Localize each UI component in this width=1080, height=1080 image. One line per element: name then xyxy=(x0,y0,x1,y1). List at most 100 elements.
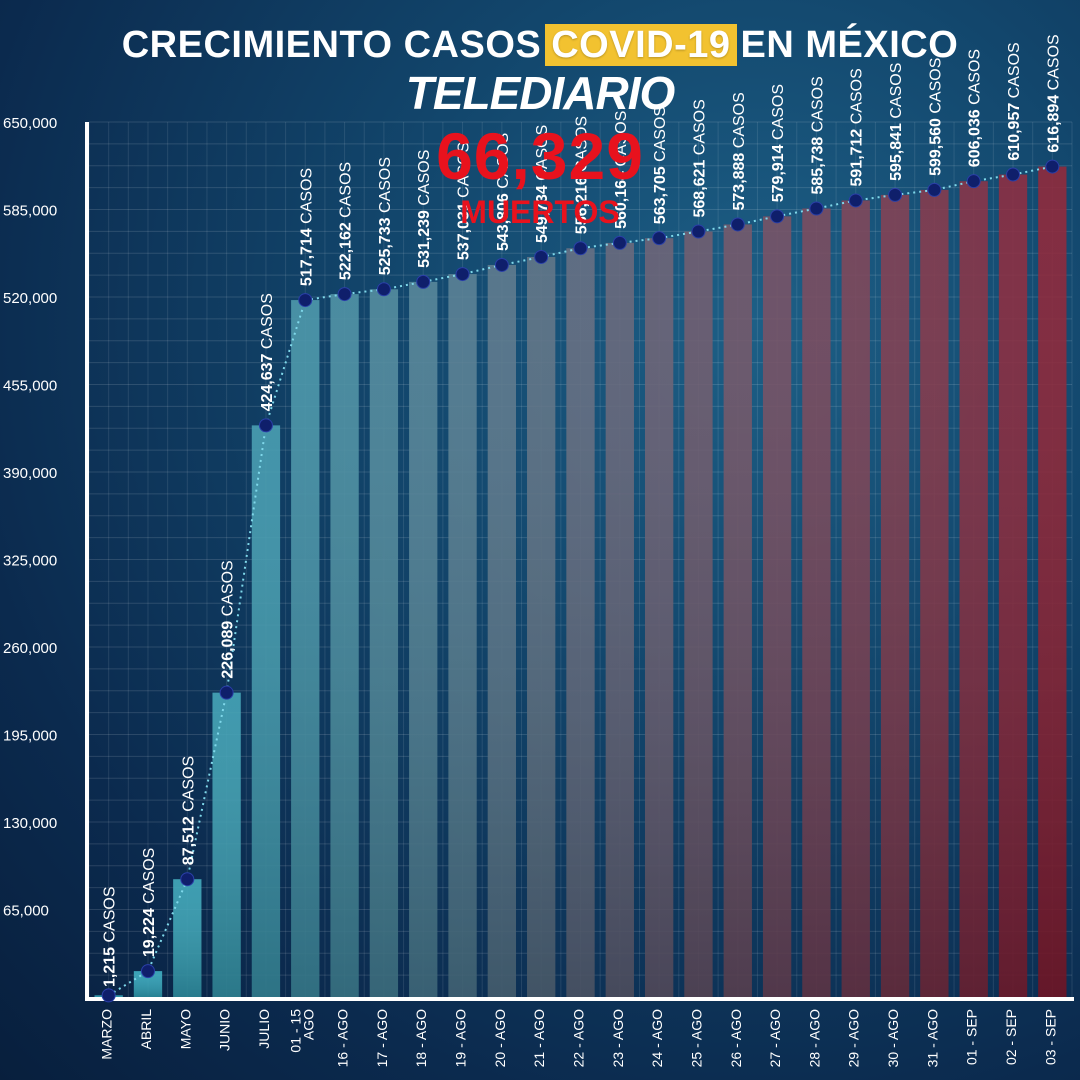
data-point xyxy=(376,282,391,297)
x-tick-label: 21 - AGO xyxy=(531,1009,547,1067)
bar-shade xyxy=(723,224,752,997)
value-label: 610,957 CASOS xyxy=(1006,42,1023,160)
title-part-1: CRECIMIENTO CASOS xyxy=(121,24,542,66)
data-point xyxy=(298,293,313,308)
bar-shade xyxy=(605,242,634,997)
bar-shade xyxy=(802,208,831,998)
data-point xyxy=(494,257,509,272)
data-point xyxy=(1045,159,1060,174)
value-label: 563,705 CASOS xyxy=(652,106,669,224)
value-label: 591,712 CASOS xyxy=(849,68,866,186)
value-label: 19,224 CASOS xyxy=(141,848,158,957)
x-tick-label: JUNIO xyxy=(217,1009,233,1051)
y-tick-label: 650,000 xyxy=(3,115,57,132)
data-point xyxy=(809,201,824,216)
x-tick-label: 16 - AGO xyxy=(335,1009,351,1067)
x-tick-label: JULIO xyxy=(256,1009,272,1049)
y-tick-label: 130,000 xyxy=(3,815,57,832)
value-label: 606,036 CASOS xyxy=(967,49,984,167)
x-tick-label: 28 - AGO xyxy=(806,1009,822,1067)
bar-shade xyxy=(291,300,320,998)
value-label: 616,894 CASOS xyxy=(1045,34,1062,152)
data-point xyxy=(101,988,116,1003)
y-tick-label: 260,000 xyxy=(3,640,57,657)
value-label: 531,239 CASOS xyxy=(416,150,433,268)
deaths-value: 66,329 xyxy=(436,119,644,193)
data-point xyxy=(888,187,903,202)
title-part-2: EN MÉXICO xyxy=(740,24,959,66)
bar-shade xyxy=(998,174,1028,998)
y-tick-label: 195,000 xyxy=(3,728,57,745)
x-tick-label: 01 - SEP xyxy=(964,1009,980,1065)
data-point xyxy=(573,241,588,256)
brand-logo: TELEDIARIO xyxy=(405,67,676,119)
x-tick-label: 03 - SEP xyxy=(1042,1009,1058,1065)
x-tick-label: 23 - AGO xyxy=(610,1009,626,1067)
value-label: 549,734 CASOS xyxy=(534,125,551,243)
value-label: 585,738 CASOS xyxy=(809,76,826,194)
x-tick-label: 31 - AGO xyxy=(924,1009,940,1067)
y-tick-label: 325,000 xyxy=(3,553,57,570)
data-point xyxy=(534,249,549,264)
bar-shade xyxy=(841,200,870,998)
bar-shade xyxy=(566,248,595,998)
data-point xyxy=(652,231,667,246)
bar-shade xyxy=(251,425,281,997)
value-label: 226,089 CASOS xyxy=(220,560,237,678)
data-point xyxy=(258,418,273,433)
x-tick-label: 19 - AGO xyxy=(453,1009,469,1067)
x-tick-label: ABRIL xyxy=(138,1009,154,1050)
bar-shade xyxy=(1038,166,1067,997)
value-label: 560,164 CASOS xyxy=(613,111,630,229)
x-tick-label: AGO xyxy=(300,1009,316,1040)
data-point xyxy=(140,964,155,979)
value-label: 595,841 CASOS xyxy=(888,63,905,181)
data-point xyxy=(770,209,785,224)
value-label: 568,621 CASOS xyxy=(692,99,709,217)
data-point xyxy=(691,224,706,239)
data-point xyxy=(730,217,745,232)
value-label: 522,162 CASOS xyxy=(338,162,355,280)
value-label: 573,888 CASOS xyxy=(731,92,748,210)
data-point xyxy=(966,174,981,189)
value-label: 517,714 CASOS xyxy=(298,168,315,286)
data-point xyxy=(1006,167,1021,182)
x-tick-label: 01 - 15 xyxy=(287,1009,303,1053)
data-point xyxy=(337,287,352,302)
x-tick-label: 02 - SEP xyxy=(1003,1009,1019,1065)
value-label: 1,215 CASOS xyxy=(102,887,119,988)
data-point xyxy=(219,685,234,700)
bar-shade xyxy=(762,216,792,997)
title-highlight: COVID-19 xyxy=(545,24,737,66)
bar-shade xyxy=(330,294,359,998)
data-point xyxy=(612,235,627,250)
x-tick-label: 24 - AGO xyxy=(649,1009,665,1067)
bar-shade xyxy=(644,238,674,997)
y-tick-label: 65,000 xyxy=(3,903,49,920)
y-axis-line xyxy=(85,122,89,1001)
x-tick-label: 22 - AGO xyxy=(571,1009,587,1067)
bar-shade xyxy=(212,692,241,997)
bar-shade xyxy=(487,264,517,997)
value-label: 543,806 CASOS xyxy=(495,133,512,251)
x-tick-label: MAYO xyxy=(177,1009,193,1049)
x-tick-label: 26 - AGO xyxy=(728,1009,744,1067)
bar-shade xyxy=(880,194,910,997)
bar-shade xyxy=(369,289,399,998)
bar-shade xyxy=(173,879,202,997)
value-label: 525,733 CASOS xyxy=(377,157,394,275)
data-point xyxy=(455,267,470,282)
chart-title: CRECIMIENTO CASOS COVID-19 EN MÉXICO xyxy=(0,24,1080,67)
x-tick-label: 20 - AGO xyxy=(492,1009,508,1067)
bar-shade xyxy=(684,231,713,998)
data-point xyxy=(848,193,863,208)
value-label: 424,637 CASOS xyxy=(259,293,276,411)
y-tick-label: 585,000 xyxy=(3,203,57,220)
x-tick-label: 27 - AGO xyxy=(767,1009,783,1067)
value-label: 599,560 CASOS xyxy=(927,58,944,176)
bar-shade xyxy=(448,274,477,998)
x-tick-label: 18 - AGO xyxy=(413,1009,429,1067)
data-point xyxy=(927,182,942,197)
x-tick-label: 29 - AGO xyxy=(846,1009,862,1067)
value-label: 556,216 CASOS xyxy=(574,116,591,234)
